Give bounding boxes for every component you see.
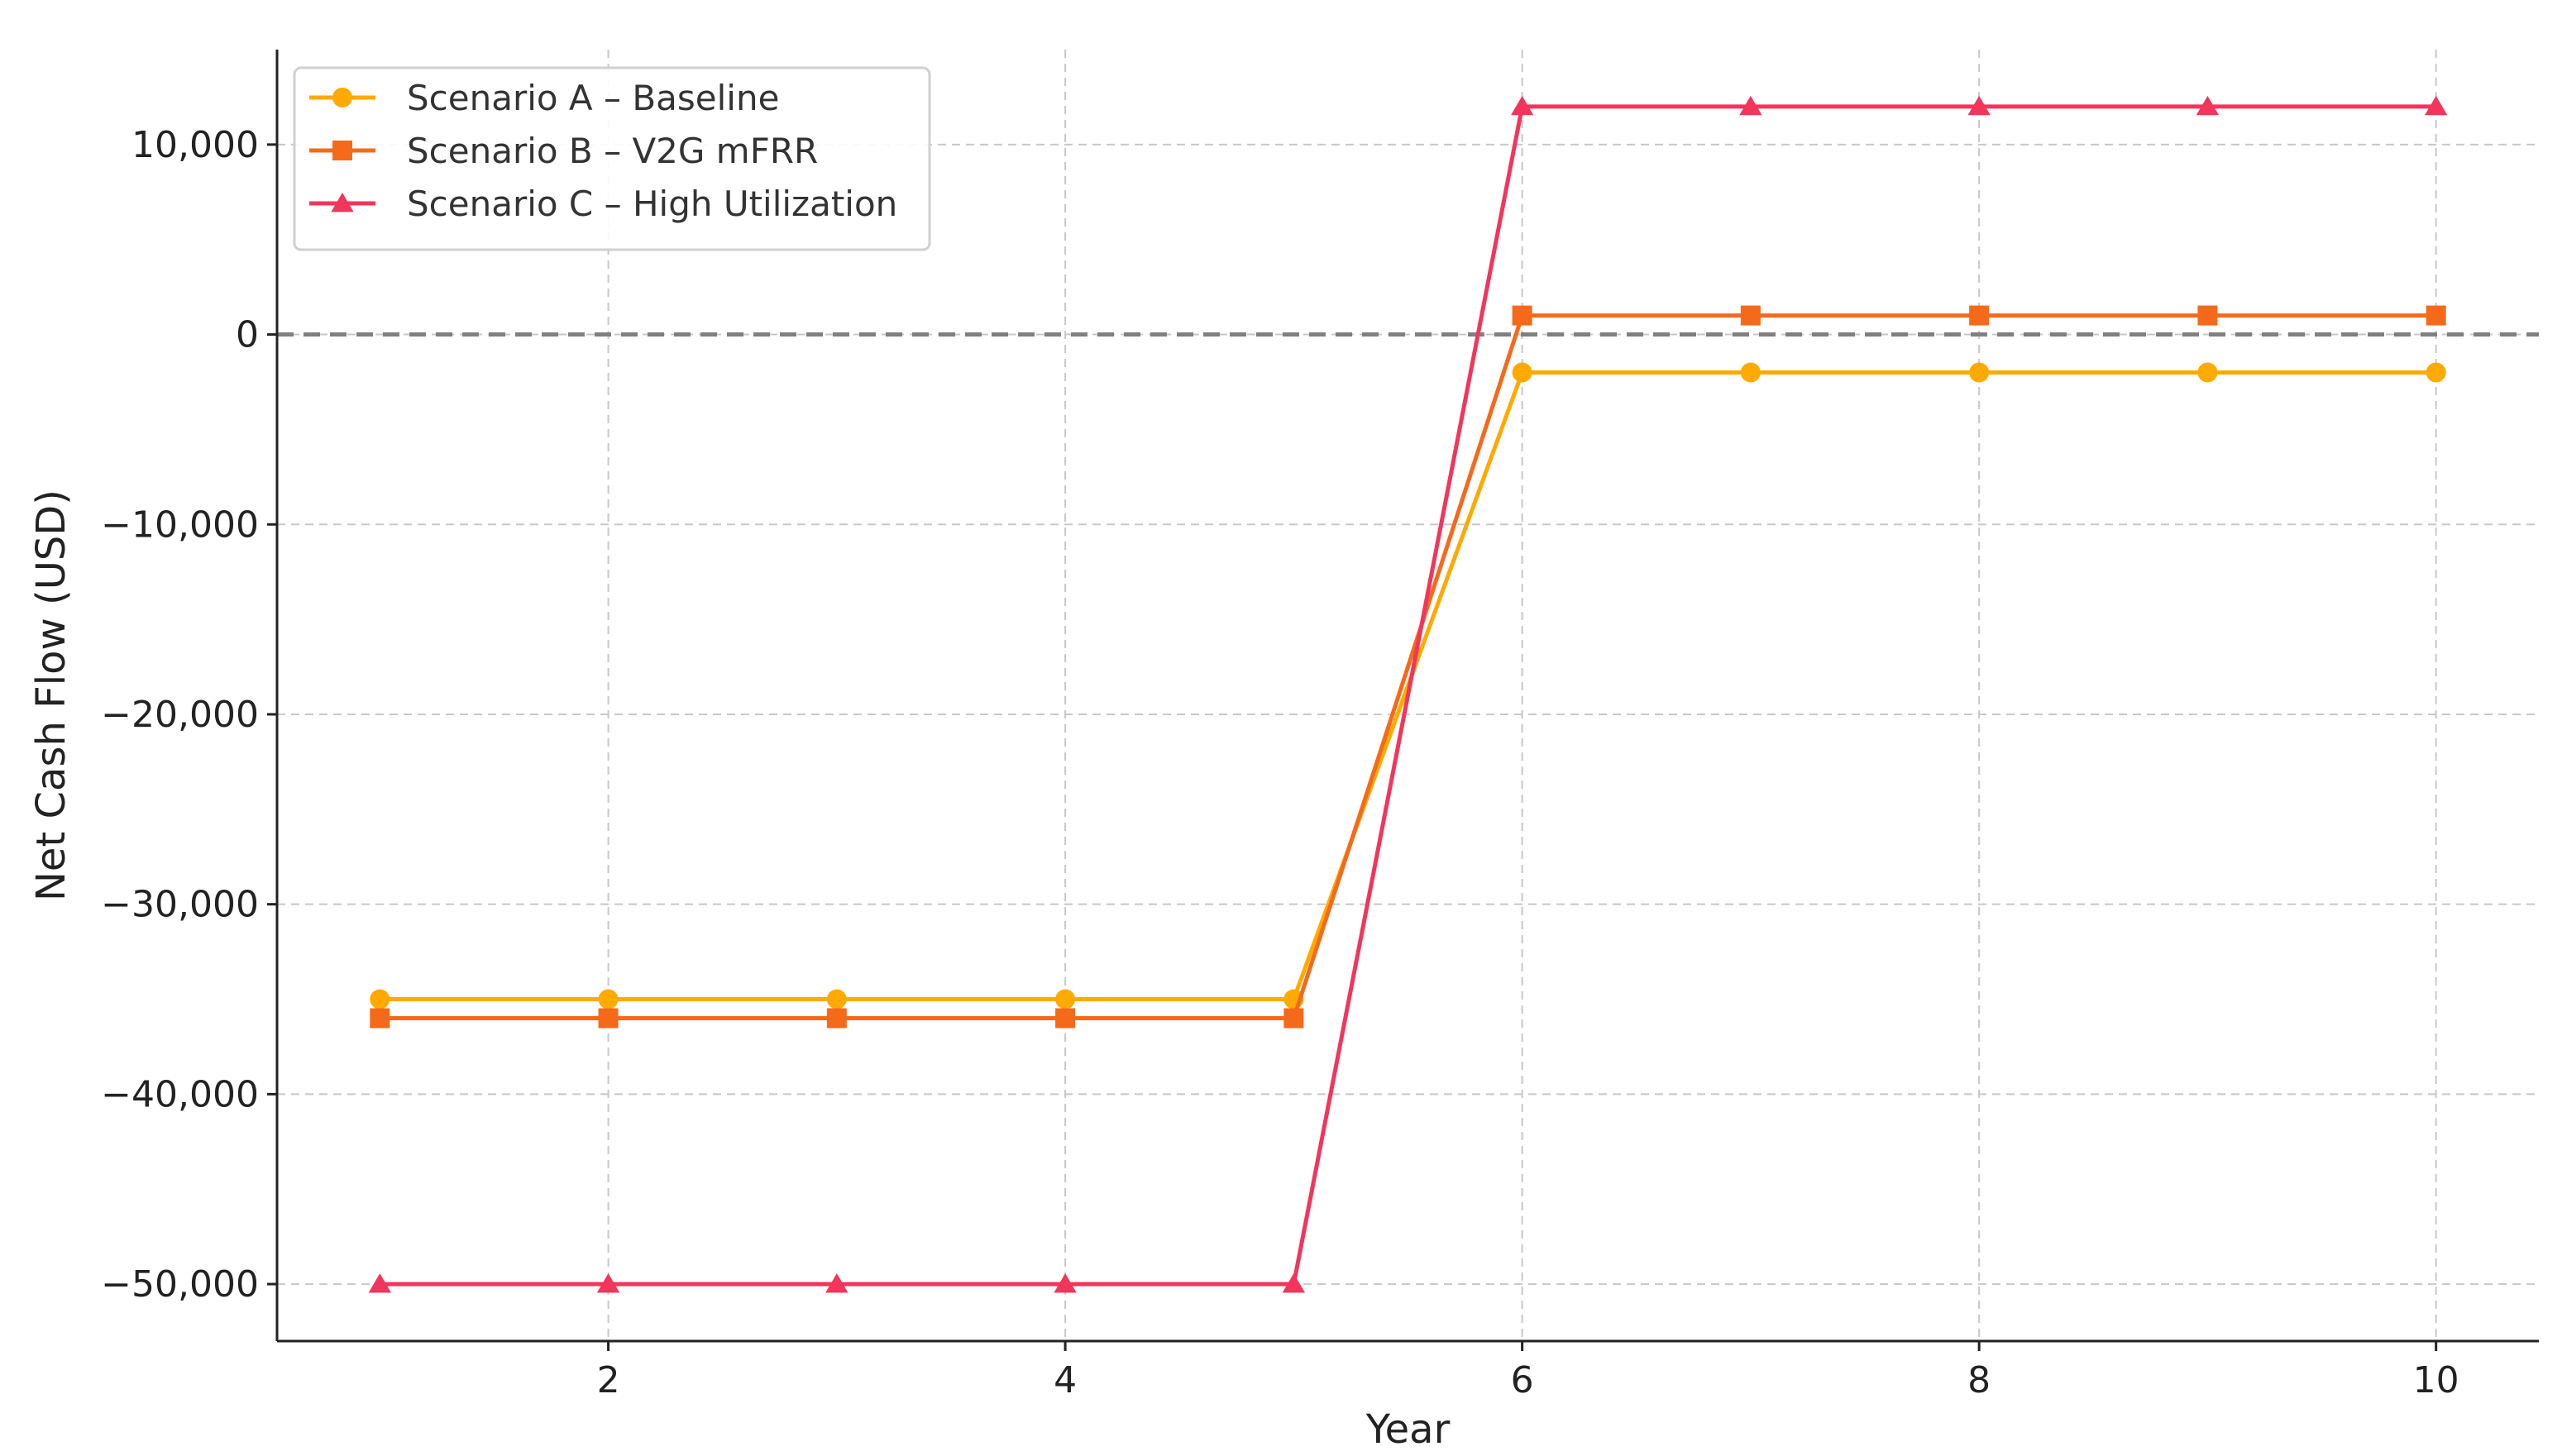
series-line-1 — [380, 313, 2436, 1020]
series-1-point-0 — [370, 1008, 390, 1029]
legend-label-0: Scenario A – Baseline — [407, 78, 779, 118]
series-1-point-2 — [826, 1008, 847, 1029]
series-2-point-3 — [1054, 1273, 1077, 1293]
series-line-2 — [380, 104, 2436, 1287]
legend: Scenario A – Baseline Scenario B – V2G mF… — [293, 66, 931, 251]
series-1-point-7 — [1969, 305, 1990, 326]
y-axis-title: Net Cash Flow (USD) — [28, 489, 74, 901]
y-tick-label-4: −10,000 — [101, 504, 259, 546]
legend-item-1: Scenario B – V2G mFRR — [309, 131, 818, 171]
x-tick-label-4: 10 — [2413, 1359, 2459, 1401]
series-0-point-7 — [1969, 362, 1990, 383]
x-tick-label-0: 2 — [597, 1359, 620, 1401]
y-tick-label-0: −50,000 — [101, 1263, 259, 1306]
series-2-point-9 — [2425, 95, 2448, 116]
y-tick-label-6: 10,000 — [131, 124, 259, 166]
legend-marker-1 — [332, 141, 352, 160]
series-1 — [370, 305, 2446, 1029]
series-2-point-7 — [1967, 95, 1991, 116]
legend-label-1: Scenario B – V2G mFRR — [407, 131, 818, 171]
series-0-point-8 — [2197, 362, 2218, 383]
series-1-point-8 — [2197, 305, 2218, 326]
x-tick-label-3: 8 — [1967, 1359, 1991, 1401]
series-1-point-1 — [598, 1008, 619, 1029]
legend-label-2: Scenario C – High Utilization — [407, 184, 897, 224]
y-tick-label-5: 0 — [236, 314, 259, 356]
series-2-point-5 — [1510, 95, 1534, 116]
series-0-point-6 — [1740, 362, 1761, 383]
series-1-point-5 — [1512, 305, 1532, 326]
legend-item-0: Scenario A – Baseline — [309, 78, 779, 118]
x-axis-title: Year — [1365, 1406, 1451, 1453]
legend-box — [293, 66, 931, 251]
series-0-point-3 — [1055, 989, 1076, 1010]
series-2-point-1 — [596, 1273, 620, 1293]
legend-item-2: Scenario C – High Utilization — [309, 184, 897, 224]
series-group — [368, 95, 2448, 1293]
series-2-point-0 — [368, 1273, 391, 1293]
series-1-point-9 — [2426, 305, 2446, 326]
series-0-point-0 — [370, 989, 390, 1010]
y-tick-label-2: −30,000 — [101, 884, 259, 926]
series-1-point-6 — [1740, 305, 1761, 326]
y-tick-label-1: −40,000 — [101, 1073, 259, 1115]
series-0-point-2 — [826, 989, 847, 1010]
series-2-point-2 — [825, 1273, 848, 1293]
series-2-point-4 — [1282, 1273, 1306, 1293]
series-2 — [368, 95, 2448, 1293]
series-2-point-8 — [2196, 95, 2220, 116]
x-tick-label-2: 6 — [1511, 1359, 1534, 1401]
series-0-point-1 — [598, 989, 619, 1010]
legend-marker-0 — [332, 88, 352, 107]
series-1-point-3 — [1055, 1008, 1076, 1029]
y-tick-label-3: −20,000 — [101, 694, 259, 736]
x-tick-label-1: 4 — [1054, 1359, 1077, 1401]
series-0-point-9 — [2426, 362, 2446, 383]
legend-marker-2 — [331, 193, 354, 212]
series-0-point-5 — [1512, 362, 1532, 383]
series-2-point-6 — [1739, 95, 1762, 116]
series-1-point-4 — [1283, 1008, 1304, 1029]
grid — [277, 50, 2539, 1341]
tick-labels: 2 4 6 8 10 −50,000 −40,000 −30,000 −20,000 −10,00… — [101, 124, 2459, 1401]
axes — [275, 50, 2539, 1343]
